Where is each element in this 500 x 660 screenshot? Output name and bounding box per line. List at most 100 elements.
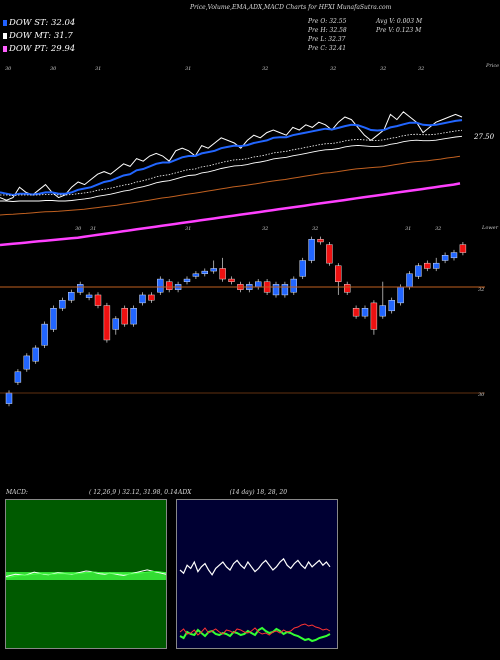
candle-axis-tick-label: 31	[405, 226, 411, 232]
candle-body	[379, 305, 386, 317]
candle-body	[112, 318, 120, 330]
top-axis-tick-label: 30	[50, 66, 57, 72]
candle-body	[254, 281, 262, 288]
top-axis-tick-label: 31	[185, 66, 191, 72]
adx-title: ADX (14 day) 18, 28, 20	[178, 489, 287, 496]
adx-chart	[179, 557, 331, 643]
candle	[228, 276, 235, 285]
candle	[219, 257, 226, 282]
candle-body	[157, 278, 164, 293]
candle	[183, 276, 191, 285]
candle	[379, 281, 386, 319]
candle-body	[14, 371, 22, 383]
legend-label-pt: DOW PT: 29.94	[9, 44, 76, 54]
candle-body	[228, 278, 235, 282]
candle	[192, 271, 200, 280]
candle-body	[308, 239, 315, 261]
candle	[272, 281, 280, 298]
price-ema-chart: 30 30 31 31 32 32 32 32 30 31 31 32 32 31 32 Price 27.…	[0, 63, 499, 407]
candle-body	[76, 284, 84, 293]
candle	[112, 316, 120, 335]
chart-title: Price,Volume,EMA,ADX,MACD Charts for HFX…	[190, 4, 392, 11]
ema-slow-line	[0, 155, 461, 216]
candle-body	[121, 308, 128, 325]
candle	[201, 268, 209, 277]
candle	[317, 236, 324, 245]
candle-body	[406, 273, 413, 288]
quote-pre-volume: Pre V: 0.123 M	[376, 27, 422, 34]
price-line	[0, 111, 463, 201]
candle-body	[352, 308, 360, 317]
right-label-lower: Lower	[481, 225, 499, 231]
candle	[76, 281, 84, 295]
candle-body	[370, 302, 378, 330]
candle-body	[290, 278, 297, 293]
candle	[388, 297, 395, 314]
candle	[121, 305, 128, 327]
candle	[68, 289, 75, 303]
candle	[254, 279, 262, 290]
candle	[85, 292, 93, 301]
adx-values: (14 day) 18, 28, 20	[229, 489, 288, 496]
candle	[335, 263, 342, 295]
quote-high: Pre H: 32.58	[308, 27, 347, 34]
adx-label: ADX	[178, 489, 192, 496]
candle-body	[317, 239, 324, 243]
candle	[50, 305, 57, 333]
quote-open: Pre O: 32.55	[308, 18, 347, 25]
candle-body	[59, 300, 66, 309]
candle-body	[397, 286, 404, 304]
candle	[281, 281, 289, 298]
candle-body	[192, 273, 200, 277]
candle-body	[148, 294, 155, 301]
candle-body	[130, 308, 137, 325]
candle	[459, 241, 467, 256]
candle-body	[281, 284, 289, 296]
candle	[308, 236, 315, 264]
top-axis-tick-label: 32	[330, 66, 336, 72]
candle-body	[219, 268, 226, 280]
candle	[415, 263, 422, 280]
candle-body	[103, 305, 111, 341]
legend-label-st: DOW ST: 32.04	[9, 18, 76, 28]
legend-dow-pt: DOW PT: 29.94	[3, 44, 75, 54]
candle	[94, 292, 102, 309]
candle-axis-tick-label: 30	[75, 226, 82, 232]
candle	[424, 260, 431, 272]
plus-di-line	[179, 626, 331, 643]
top-axis-tick-label: 32	[262, 66, 268, 72]
macd-label: MACD	[6, 489, 26, 496]
macd-line	[5, 569, 167, 577]
candle	[397, 284, 404, 306]
macd-values: ( 12,26,9 ) 32.12, 31.98, 0.14	[88, 489, 178, 496]
legend-swatch-pt	[3, 45, 7, 52]
candle	[32, 345, 39, 364]
candle	[210, 260, 217, 274]
candle	[450, 249, 458, 261]
candle	[441, 252, 449, 264]
candle	[41, 321, 48, 348]
candle	[103, 302, 111, 343]
macd-chart	[5, 569, 167, 580]
legend-dow-mt: DOW MT: 31.7	[3, 31, 73, 41]
right-label-30: 30	[478, 392, 485, 398]
axis-ticks-layer: 30 30 31 31 32 32 32 32 30 31 31 32 32 31 32	[5, 66, 441, 232]
ema-mid-line	[0, 129, 463, 196]
macd-histogram	[6, 572, 166, 580]
quote-avg-volume: Avg V: 0.003 M	[376, 18, 423, 25]
candle-body	[335, 265, 342, 282]
candle-body	[272, 284, 280, 296]
candle-body	[361, 308, 369, 317]
top-axis-tick-label: 31	[95, 66, 101, 72]
macd-title: MACD: ( 12,26,9 ) 32.12, 31.98, 0.14	[6, 489, 178, 496]
candle-body	[441, 254, 449, 261]
candle	[59, 297, 66, 311]
legend-swatch-st	[3, 19, 7, 26]
candle-body	[85, 294, 93, 298]
candle	[361, 305, 369, 319]
candle-axis-tick-label: 31	[90, 226, 96, 232]
candle	[139, 292, 146, 306]
ema-fast-line	[0, 119, 463, 197]
candle-body	[41, 323, 48, 346]
candle-body	[32, 347, 39, 362]
